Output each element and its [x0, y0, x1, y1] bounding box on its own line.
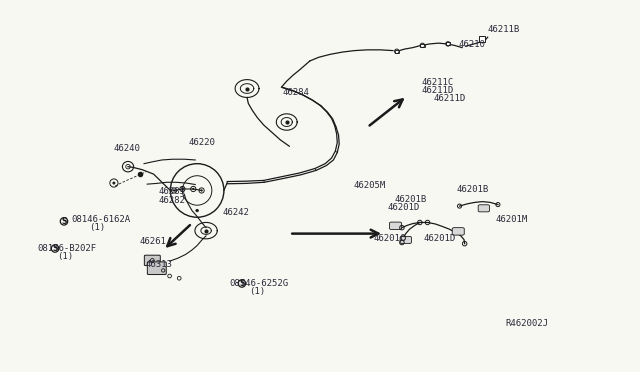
- FancyBboxPatch shape: [478, 205, 490, 212]
- Text: 46201D: 46201D: [388, 203, 420, 212]
- Text: 46220: 46220: [189, 138, 216, 147]
- Text: 08156-B202F: 08156-B202F: [37, 244, 96, 253]
- Text: (1): (1): [250, 287, 266, 296]
- Bar: [395, 50, 399, 53]
- FancyBboxPatch shape: [452, 228, 464, 235]
- Text: R462002J: R462002J: [506, 319, 548, 328]
- Ellipse shape: [182, 188, 183, 190]
- Text: (1): (1): [90, 223, 106, 232]
- Bar: [446, 42, 450, 45]
- Text: 46211C: 46211C: [421, 78, 453, 87]
- Ellipse shape: [196, 209, 198, 212]
- Text: 46242: 46242: [223, 208, 250, 217]
- Ellipse shape: [113, 182, 115, 184]
- FancyBboxPatch shape: [390, 222, 401, 230]
- Text: 46205M: 46205M: [353, 181, 385, 190]
- Text: S: S: [61, 217, 67, 226]
- Text: 08146-6162A: 08146-6162A: [72, 215, 131, 224]
- Text: 46201B: 46201B: [457, 185, 489, 194]
- Ellipse shape: [193, 188, 194, 190]
- Ellipse shape: [201, 190, 202, 191]
- Bar: [420, 44, 424, 47]
- Text: 46201B: 46201B: [394, 195, 426, 203]
- Text: S: S: [239, 279, 244, 288]
- Text: 46240: 46240: [113, 144, 140, 153]
- FancyBboxPatch shape: [147, 262, 166, 275]
- Text: 46201M: 46201M: [495, 215, 527, 224]
- Bar: [479, 36, 485, 42]
- FancyBboxPatch shape: [400, 237, 412, 244]
- Ellipse shape: [173, 190, 175, 191]
- Text: 46210: 46210: [458, 40, 485, 49]
- Text: 46313: 46313: [146, 260, 173, 269]
- Text: S: S: [52, 244, 58, 253]
- Text: 46282: 46282: [159, 196, 186, 205]
- Text: 46211B: 46211B: [488, 25, 520, 33]
- Text: 08146-6252G: 08146-6252G: [229, 279, 288, 288]
- Text: 46261: 46261: [140, 237, 166, 246]
- Text: 46201C: 46201C: [374, 234, 406, 243]
- Text: (1): (1): [58, 252, 74, 261]
- Text: 46211D: 46211D: [434, 94, 466, 103]
- FancyBboxPatch shape: [145, 255, 160, 266]
- Text: 46283: 46283: [159, 187, 186, 196]
- Text: 46284: 46284: [283, 88, 310, 97]
- Text: 46211D: 46211D: [421, 86, 453, 95]
- Text: 46201D: 46201D: [424, 234, 456, 243]
